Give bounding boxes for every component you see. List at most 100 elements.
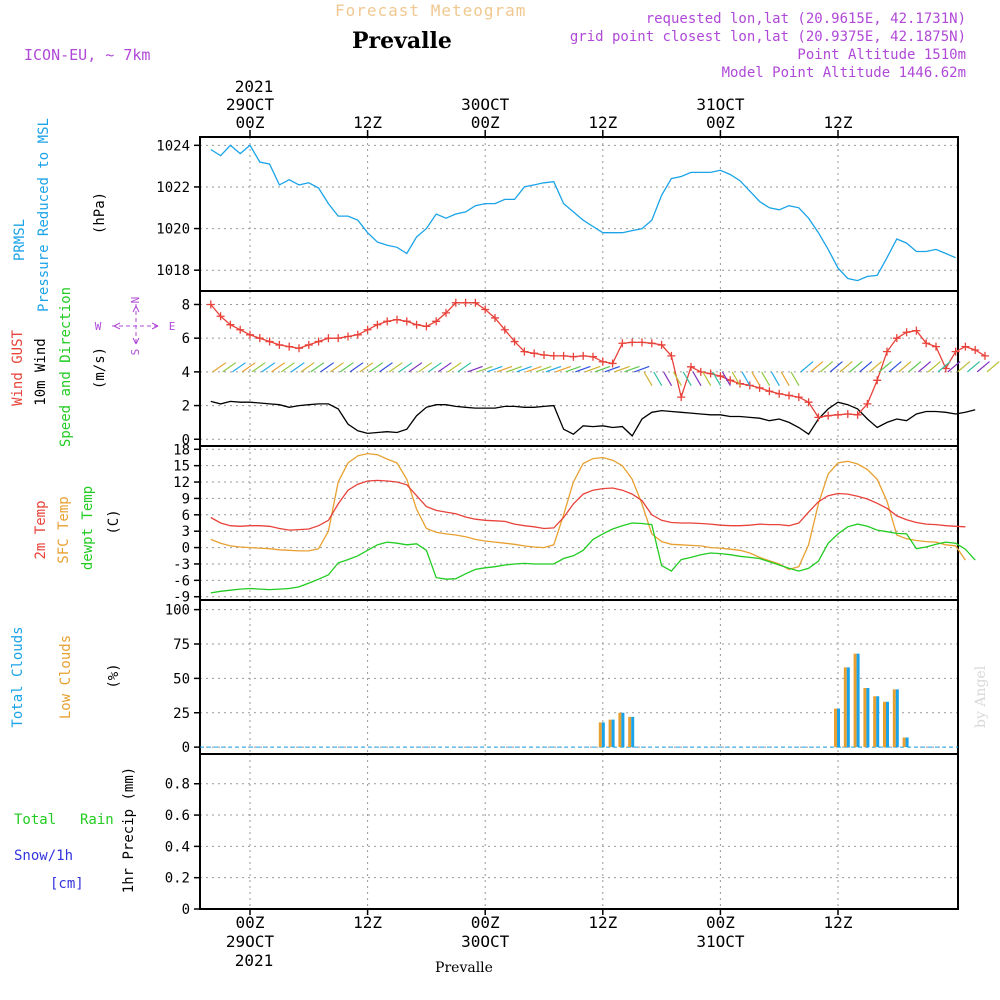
y-tick-label: 3 <box>182 524 190 540</box>
gust-marker <box>216 312 225 321</box>
y-tick-label: 75 <box>173 637 190 653</box>
gust-marker <box>540 351 548 360</box>
top-time-label: 00Z <box>471 113 500 132</box>
wind-direction-arrow <box>721 371 731 387</box>
wind-direction-arrow <box>869 361 883 373</box>
wind-direction-arrow <box>398 362 413 373</box>
gust-marker <box>402 317 411 326</box>
wind-direction-arrow <box>712 371 722 387</box>
y-tick-label: 9 <box>182 491 190 507</box>
wind-direction-arrow <box>526 365 542 373</box>
wind-direction-arrow <box>918 361 932 373</box>
wind-direction-arrow <box>682 371 692 387</box>
wind-direction-arrow <box>653 371 663 387</box>
gust-marker <box>383 317 392 326</box>
pressure-label-2: Pressure Reduced to MSL <box>36 118 52 312</box>
gust-marker <box>902 328 911 337</box>
wind-direction-arrow <box>212 362 227 373</box>
gust-marker <box>863 399 872 408</box>
precip-snow-unit: [cm] <box>50 876 84 892</box>
gust-marker <box>344 332 352 341</box>
y-tick-label: 8 <box>182 297 190 313</box>
wind-direction-arrow <box>663 371 673 387</box>
gust-marker <box>687 362 695 371</box>
wind-direction-arrow <box>516 365 532 373</box>
low-clouds-bar <box>628 716 632 748</box>
gust-marker <box>589 352 597 361</box>
bottom-time-label: 12Z <box>588 913 617 932</box>
info-line-3: Point Altitude 1510m <box>797 47 966 63</box>
gust-marker <box>922 339 931 348</box>
gust-marker <box>393 315 401 324</box>
wind-direction-arrow <box>731 371 741 387</box>
gust-marker <box>236 325 245 334</box>
y-tick-label: -3 <box>173 557 190 573</box>
y-tick-label: 100 <box>165 603 190 619</box>
gust-marker <box>873 376 882 385</box>
top-date-label: 31OCT <box>696 95 745 114</box>
bottom-time-label: 00Z <box>706 913 735 932</box>
total-clouds-label: Total Clouds <box>10 626 26 727</box>
y-tick-label: 0.2 <box>165 871 190 887</box>
low-clouds-bar <box>843 667 847 748</box>
wind-direction-arrow <box>241 362 256 373</box>
wind-direction-arrow <box>751 371 761 387</box>
info-line-2: grid point closest lon,lat (20.9375E, 42… <box>570 29 966 45</box>
pressure-label-1: PRMSL <box>12 219 28 261</box>
precip-snow-label: Snow/1h <box>14 848 73 864</box>
t2m-line <box>210 479 966 531</box>
gust-marker <box>971 345 980 354</box>
wind-direction-arrow <box>692 371 702 387</box>
gust-marker <box>598 357 607 366</box>
temperature-frame <box>199 445 959 601</box>
precip-rain-label: Rain <box>80 812 114 828</box>
gust-marker <box>765 387 774 396</box>
wind-direction-arrow <box>369 362 384 373</box>
wind-direction-arrow <box>251 362 266 373</box>
gust-marker <box>295 344 303 353</box>
gust-marker <box>412 320 421 329</box>
gust-marker <box>559 351 568 360</box>
wind-direction-arrow <box>878 361 892 373</box>
total-clouds-bar <box>876 696 880 748</box>
pressure-panel: 1018 1020 1022 1024 <box>156 136 959 292</box>
gust-marker <box>471 298 480 307</box>
y-tick-label: 50 <box>173 671 190 687</box>
gust-marker <box>824 411 833 420</box>
wind-direction-arrow <box>839 361 853 373</box>
pressure-frame <box>199 136 959 292</box>
y-tick-label: 0.6 <box>165 808 190 824</box>
wind-direction-arrow <box>633 365 650 373</box>
wind-direction-arrow <box>300 362 315 373</box>
wind-direction-arrow <box>290 362 305 373</box>
wind-direction-arrow <box>232 362 246 373</box>
wind-direction-arrow <box>359 362 374 373</box>
plot-layer: 101810201022102402468-9-6-30369121518025… <box>156 95 1000 951</box>
wind-direction-arrow <box>467 365 483 373</box>
total-clouds-bar <box>886 701 889 748</box>
gust-marker <box>549 351 558 360</box>
wind-direction-arrow <box>770 371 780 387</box>
y-tick-label: 0.4 <box>165 839 190 855</box>
gust-marker <box>677 393 686 402</box>
compass-w: W <box>95 320 102 333</box>
bottom-time-label: 00Z <box>471 913 500 932</box>
wind-direction-arrow <box>261 362 276 373</box>
y-tick-label: 6 <box>182 508 190 524</box>
gust-marker <box>363 325 372 334</box>
bottom-time-label: 12Z <box>353 913 382 932</box>
low-clouds-bar <box>834 708 837 748</box>
gust-marker <box>794 393 803 402</box>
gust-line <box>210 302 986 419</box>
wind-direction-arrow <box>908 361 922 373</box>
gust-marker <box>432 317 441 326</box>
pressure-line <box>210 144 956 282</box>
wind-direction-arrow <box>222 362 237 373</box>
wind-gust-label: Wind GUST <box>10 330 26 406</box>
wind-direction-arrow <box>976 361 990 373</box>
gust-marker <box>373 320 382 329</box>
low-clouds-bar <box>892 689 896 748</box>
wind-direction-arrow <box>810 361 824 373</box>
